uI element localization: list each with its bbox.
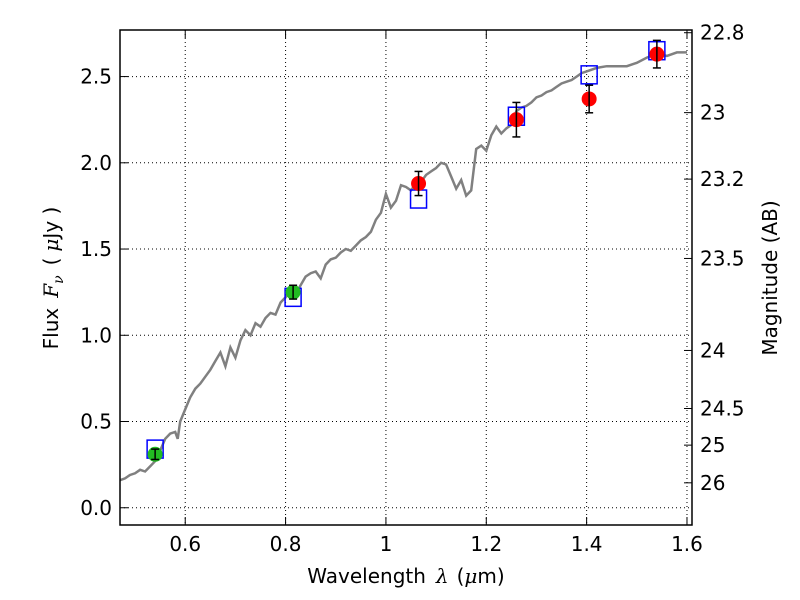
x-tick-label: 1.4 bbox=[571, 532, 603, 556]
data-series bbox=[120, 39, 687, 482]
ticks: 0.6 0.8 1 1.2 1.4 1.6 0.0 0.5 1.0 1.5 2.0 2.5 22.8 23… bbox=[80, 21, 744, 556]
right-tick-label: 23.2 bbox=[700, 167, 745, 191]
x-tick-label: 0.8 bbox=[270, 532, 302, 556]
y-tick-label: 0.0 bbox=[80, 496, 112, 520]
x-tick-label: 1.2 bbox=[470, 532, 502, 556]
y-tick-label: 0.5 bbox=[80, 410, 112, 434]
y-tick-label: 2.5 bbox=[80, 65, 112, 89]
right-tick-label: 25 bbox=[700, 433, 725, 457]
x-tick-label: 0.6 bbox=[169, 532, 201, 556]
x-axis-label: Wavelength λ (μm) bbox=[307, 564, 504, 588]
right-axis-label: Magnitude (AB) bbox=[758, 200, 782, 355]
grid bbox=[120, 30, 692, 525]
right-tick-label: 26 bbox=[700, 471, 725, 495]
x-tick-label: 1.6 bbox=[671, 532, 703, 556]
right-tick-label: 24.5 bbox=[700, 397, 745, 421]
y-tick-label: 1.0 bbox=[80, 323, 112, 347]
model-photometry-square bbox=[580, 65, 598, 85]
y-tick-label: 1.5 bbox=[80, 237, 112, 261]
right-tick-label: 23 bbox=[700, 101, 725, 125]
x-tick-label: 1 bbox=[380, 532, 393, 556]
model-spectrum-line bbox=[120, 51, 687, 482]
y-tick-label: 2.0 bbox=[80, 151, 112, 175]
right-tick-label: 22.8 bbox=[700, 21, 745, 45]
right-tick-label: 24 bbox=[700, 338, 725, 362]
plot-frame bbox=[119, 29, 693, 526]
y-axis-label: FluxFν(μJy ) bbox=[39, 207, 67, 350]
right-tick-label: 23.5 bbox=[700, 246, 745, 270]
